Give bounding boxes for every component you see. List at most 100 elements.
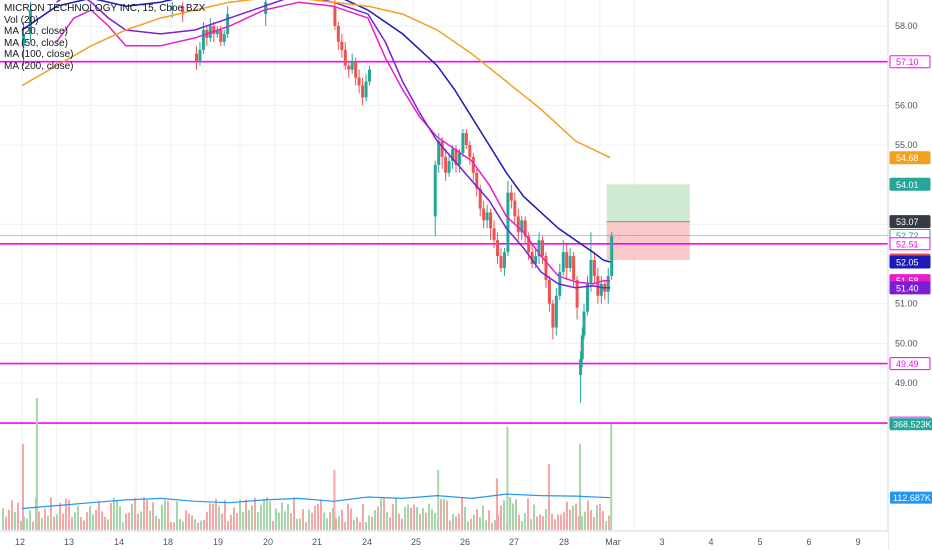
volume-bar [333, 469, 336, 530]
volume-bar [422, 508, 424, 530]
volume-bar [224, 500, 226, 530]
volume-bar [8, 509, 10, 530]
volume-bar [38, 511, 40, 530]
candle-body [222, 33, 226, 42]
x-tick-label: 13 [64, 537, 74, 547]
price-badge-label: 49.49 [896, 359, 919, 369]
volume-bar [92, 514, 94, 530]
volume-bar [596, 504, 598, 530]
volume-bar [137, 513, 139, 530]
x-tick-label: 21 [312, 537, 322, 547]
candle-body [451, 148, 455, 161]
volume-bar [398, 513, 400, 530]
volume-bar [131, 503, 133, 530]
candle [340, 33, 344, 58]
volume-bar [575, 503, 577, 530]
series-line-ma-200-close [21, 0, 611, 159]
price-badge-label: 57.10 [896, 57, 919, 67]
volume-bar [119, 506, 121, 530]
volume-badge-bg [890, 418, 932, 431]
volume-bar [68, 499, 70, 530]
volume-badge-bg [890, 491, 932, 504]
volume-bar [299, 518, 301, 530]
volume-bar [332, 508, 334, 530]
volume-bar [275, 508, 277, 530]
volume-bar [95, 510, 97, 530]
candle [579, 351, 583, 403]
candle [509, 184, 513, 209]
volume-bar [167, 501, 169, 530]
volume-bar [251, 505, 253, 530]
candle-body [516, 216, 520, 233]
volume-bar [593, 517, 595, 530]
volume-bar [455, 516, 457, 530]
volume-bar [80, 517, 82, 530]
candle-body [579, 359, 583, 376]
volume-badge: 368.523K [890, 418, 932, 431]
volume-bar [362, 504, 364, 530]
y-tick-label: 56.00 [895, 100, 918, 110]
time-axis: 12 13 14 18 19 20 21 24 25 26 27 28 Mar 3 4 5 6 9 [0, 530, 888, 550]
volume-bar [245, 499, 247, 530]
volume-bar [419, 514, 421, 530]
candle-body [537, 240, 541, 257]
volume-bar [86, 512, 88, 530]
volume-bar [371, 516, 373, 530]
legend-ma50: MA (50, close) [4, 37, 68, 49]
volume-bar [542, 516, 544, 530]
candle [347, 61, 351, 78]
chart-legend: MICRON TECHNOLOGY INC, 15, Cboe BZX Vol … [4, 3, 205, 72]
volume-bar [32, 521, 34, 530]
candle [589, 232, 593, 292]
volume-bar [266, 497, 268, 530]
y-tick-label: 55.00 [895, 140, 918, 150]
volume-bar [293, 497, 295, 530]
x-tick-label: 26 [460, 537, 470, 547]
price-badge-label: 51.40 [896, 283, 919, 293]
grid [0, 0, 888, 530]
candle-body [596, 275, 600, 296]
candle-body [212, 26, 216, 34]
volume-bar [308, 509, 310, 530]
candle-body [475, 172, 479, 189]
volume-bar [101, 511, 103, 530]
volume-bar [158, 518, 160, 530]
volume-bar [278, 512, 280, 530]
price-badge: 52.05 [889, 255, 931, 269]
candle-body [544, 256, 548, 280]
volume-bar [233, 507, 235, 530]
candle-body [215, 29, 219, 34]
candle-body [489, 212, 493, 229]
candle [215, 26, 219, 38]
candle-body [547, 279, 551, 304]
candle-body [333, 6, 337, 26]
candle-body [496, 240, 500, 257]
volume-bar [506, 426, 509, 530]
volume-bar [182, 521, 184, 530]
candle [523, 216, 527, 245]
candle-body [561, 252, 565, 272]
candle-body [444, 156, 448, 173]
candle [582, 303, 586, 340]
price-axis: 58.0056.0055.0053.0051.0050.0049.0057.10… [887, 0, 932, 550]
candle [198, 41, 202, 66]
volume-bar [347, 503, 349, 530]
candle [464, 129, 468, 149]
candle-body [437, 141, 441, 165]
volume-bar [608, 515, 610, 530]
time-axis-bg [0, 531, 888, 550]
price-badge: 53.07 [889, 215, 931, 229]
volume-bar [572, 505, 574, 530]
candle [485, 204, 489, 229]
volume-bar [566, 501, 568, 530]
candle-body [572, 256, 576, 280]
volume-bar [59, 502, 61, 530]
volume-bar [47, 515, 49, 530]
volume-bar [557, 514, 559, 530]
price-badge-bg [889, 177, 931, 191]
volume-bar [482, 505, 484, 530]
price-badge-label: 52.72 [896, 231, 919, 241]
volume-bar [254, 497, 256, 530]
candle [28, 2, 32, 42]
